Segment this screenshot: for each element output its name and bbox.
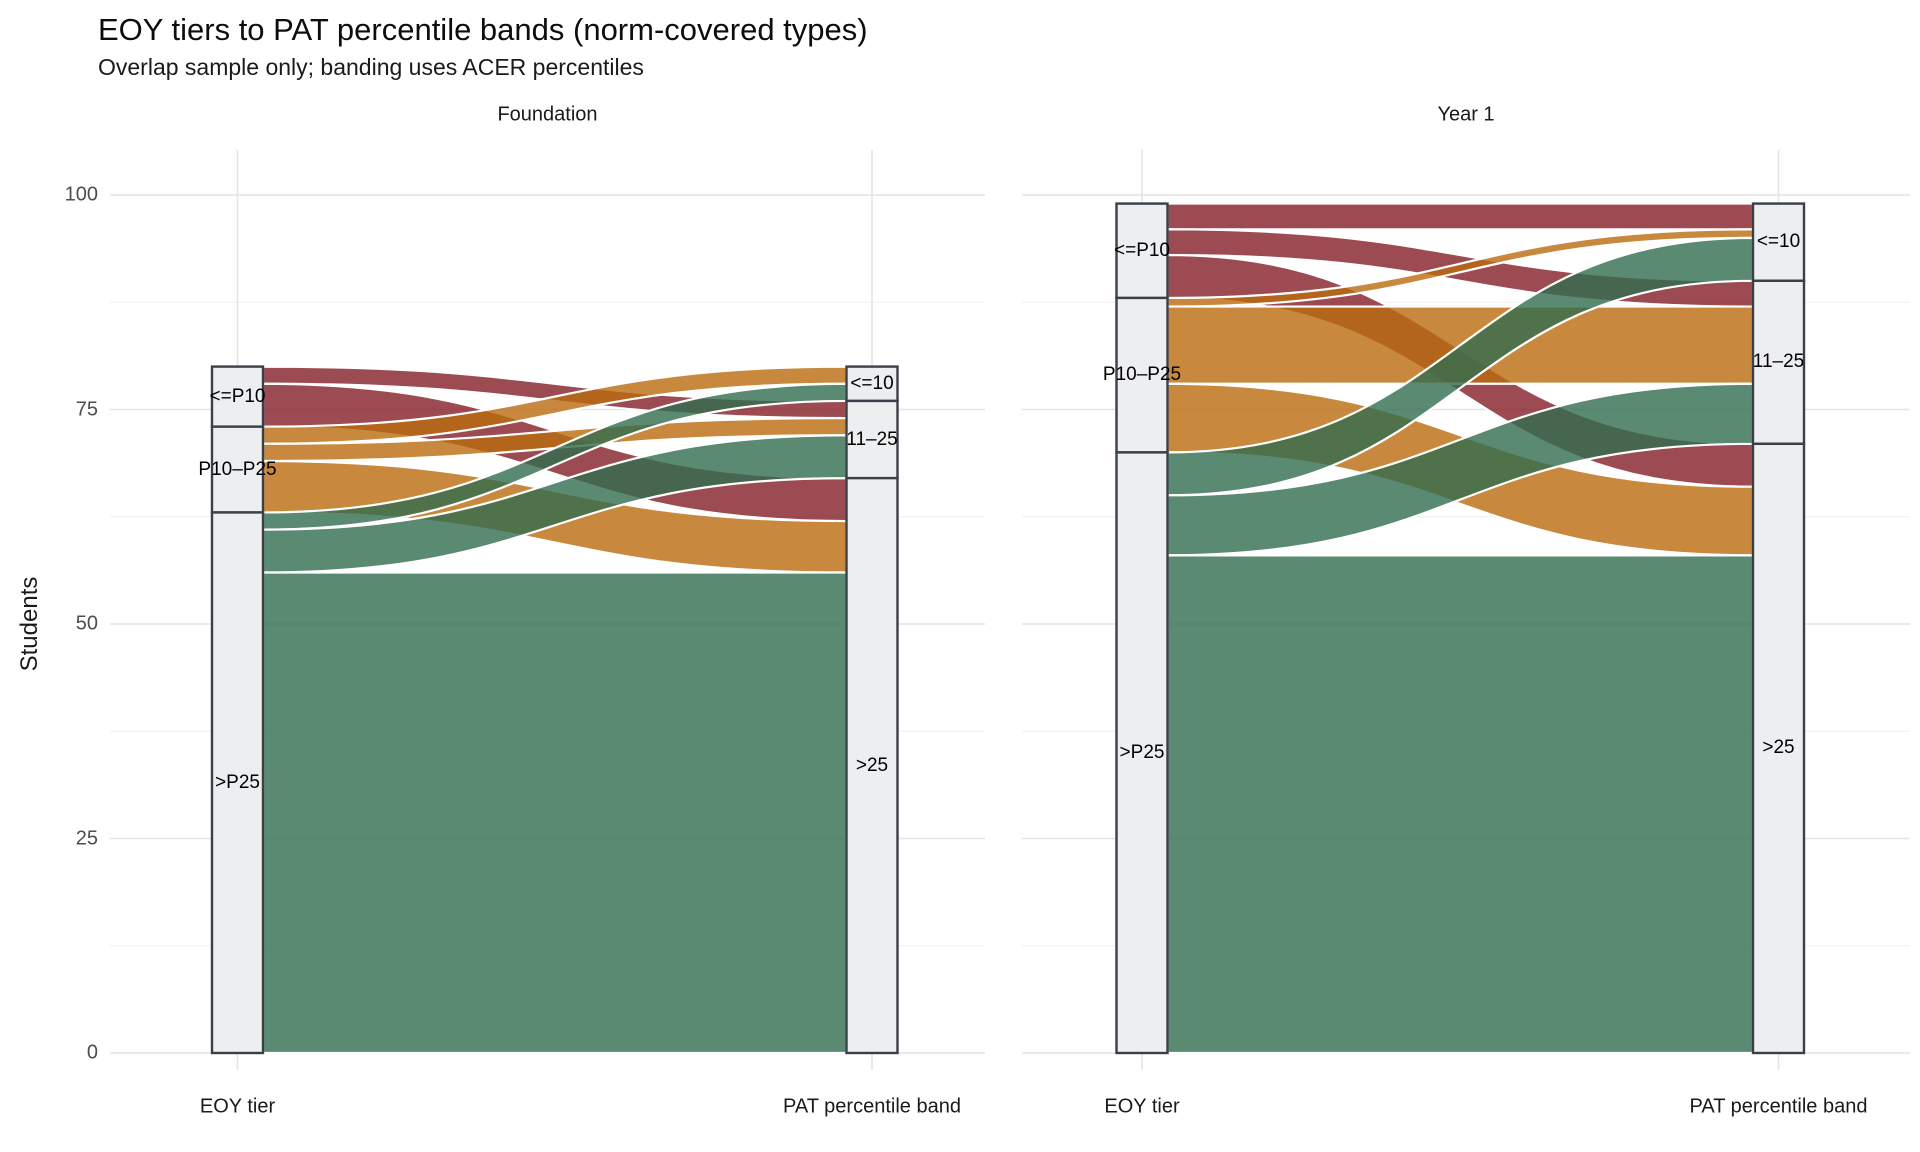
facet-title: Foundation bbox=[497, 103, 598, 126]
flow-ribbon bbox=[261, 571, 848, 1055]
stratum-label-eoy: >P25 bbox=[215, 771, 260, 793]
x-axis-label-pat: PAT percentile band bbox=[783, 1095, 961, 1118]
y-tick-label: 0 bbox=[86, 1041, 98, 1064]
y-tick-label: 75 bbox=[75, 398, 98, 420]
y-tick-label: 100 bbox=[64, 183, 98, 206]
stratum-bar bbox=[845, 365, 899, 403]
chart-title: EOY tiers to PAT percentile bands (norm-… bbox=[98, 12, 868, 47]
stratum-bar bbox=[210, 365, 265, 428]
stratum-label-pat: >25 bbox=[855, 754, 889, 776]
stratum-label-eoy: >P25 bbox=[1119, 741, 1165, 763]
stratum-label-pat: 11–25 bbox=[1752, 351, 1805, 373]
x-axis-label-pat: PAT percentile band bbox=[1689, 1095, 1868, 1118]
x-axis-label-eoy: EOY tier bbox=[1104, 1095, 1180, 1118]
flow-ribbon bbox=[1166, 202, 1755, 231]
stratum-label-eoy: P10–P25 bbox=[198, 458, 277, 480]
stratum-label-eoy: <=P10 bbox=[1114, 239, 1170, 261]
stratum-bar bbox=[210, 425, 265, 514]
stratum-bar bbox=[210, 511, 265, 1055]
stratum-bar bbox=[1751, 279, 1806, 446]
stratum-label-pat: <=10 bbox=[1756, 231, 1801, 253]
stratum-bar bbox=[1115, 451, 1169, 1055]
stratum-bar bbox=[1751, 442, 1806, 1055]
stratum-bar bbox=[1115, 202, 1169, 300]
stratum-label-eoy: <=P10 bbox=[209, 385, 266, 407]
stratum-label-pat: >25 bbox=[1762, 737, 1795, 759]
stratum-label-eoy: P10–P25 bbox=[1102, 364, 1182, 386]
chart-subtitle: Overlap sample only; banding uses ACER p… bbox=[98, 54, 644, 80]
facet-title: Year 1 bbox=[1437, 103, 1495, 126]
y-tick-label: 25 bbox=[75, 827, 98, 849]
stratum-bar bbox=[845, 476, 899, 1055]
stratum-bar bbox=[1115, 296, 1169, 454]
flow-ribbon bbox=[1166, 554, 1755, 1055]
y-tick-label: 50 bbox=[75, 612, 98, 635]
x-axis-label-eoy: EOY tier bbox=[199, 1095, 276, 1118]
stratum-label-pat: <=10 bbox=[850, 372, 894, 394]
stratum-label-pat: 11–25 bbox=[846, 428, 898, 450]
stratum-bar bbox=[1751, 202, 1806, 283]
